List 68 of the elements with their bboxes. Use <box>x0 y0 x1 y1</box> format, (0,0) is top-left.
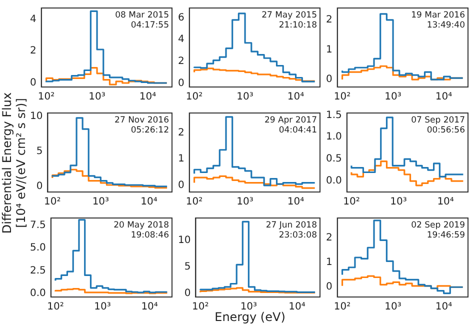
y-tick-label: 10 <box>178 234 191 246</box>
annotation: 08 Mar 2015 04:17:55 <box>115 10 169 30</box>
y-tick-label: 0 <box>326 282 332 293</box>
annotation: 27 Nov 2016 05:26:12 <box>114 115 169 136</box>
x-tick-label: 10⁴ <box>288 302 306 313</box>
y-tick-label: 1 <box>178 154 184 165</box>
x-tick-label: 10³ <box>384 92 402 103</box>
x-tick-label: 10² <box>186 196 203 208</box>
y-tick-label: 1.0 <box>326 132 342 143</box>
y-tick-label: 7.5 <box>30 220 46 231</box>
y-tick-label: 2 <box>326 232 332 244</box>
y-tick-label: 0 <box>184 288 191 299</box>
x-tick-label: 10² <box>186 92 203 103</box>
annotation: 02 Sep 2019 19:46:59 <box>411 220 465 240</box>
y-tick-label: 0.5 <box>326 154 342 165</box>
x-tick-label: 10⁴ <box>140 196 158 208</box>
x-tick-label: 10³ <box>240 302 258 313</box>
x-tick-label: 10⁴ <box>435 302 452 313</box>
y-tick-label: 2.5 <box>30 265 46 276</box>
x-tick-label: 10² <box>38 92 55 103</box>
y-tick-label: 5.0 <box>30 242 46 254</box>
annotation: 20 May 2018 19:08:46 <box>114 220 169 240</box>
x-tick-label: 10³ <box>390 196 407 208</box>
x-tick-label: 10² <box>44 196 61 208</box>
annotation: 29 Apr 2017 04:04:41 <box>264 115 317 136</box>
y-tick-label: 2 <box>178 127 184 138</box>
y-tick-label: 2 <box>30 46 36 57</box>
x-tick-label: 10² <box>343 196 360 208</box>
y-tick-label: 1.5 <box>326 110 342 121</box>
x-tick-label: 10² <box>192 302 209 313</box>
annotation: 27 Jun 2018 23:03:08 <box>266 220 317 240</box>
annotation: 19 Mar 2016 13:49:40 <box>411 10 465 30</box>
y-tick-label: 1 <box>326 44 332 56</box>
x-tick-label: 10² <box>334 302 351 313</box>
y-tick-label: 2 <box>326 14 332 26</box>
x-tick-label: 10⁴ <box>287 196 304 208</box>
y-tick-label: 5 <box>36 146 43 158</box>
y-tick-label: 2 <box>178 56 184 67</box>
x-tick-label: 10³ <box>94 302 111 313</box>
y-tick-label: 6 <box>178 12 184 24</box>
x-tick-label: 10² <box>47 302 64 313</box>
x-tick-label: 10⁴ <box>287 92 304 103</box>
x-tick-label: 10⁴ <box>141 302 158 313</box>
x-tick-label: 10³ <box>92 196 110 208</box>
x-tick-label: 10⁴ <box>139 92 156 103</box>
x-tick-label: 10³ <box>88 92 106 103</box>
y-tick-label: 4 <box>30 14 36 25</box>
x-tick-label: 10⁴ <box>437 196 454 208</box>
y-axis-title: Differential Energy Flux [10⁴ eV/(eV cm² s sr)] <box>0 92 28 234</box>
y-tick-label: 5 <box>184 261 191 272</box>
y-tick-label: 10 <box>30 111 43 122</box>
y-tick-label: 0.0 <box>30 288 46 299</box>
y-tick-label: 0.0 <box>326 176 342 187</box>
x-axis-title: Energy (eV) <box>214 310 286 324</box>
y-tick-label: 4 <box>178 34 184 46</box>
y-tick-label: 0 <box>36 181 43 192</box>
x-tick-label: 10³ <box>236 92 254 103</box>
x-tick-label: 10⁴ <box>435 92 452 103</box>
x-tick-label: 10³ <box>384 302 402 313</box>
annotation: 07 Sep 2017 00:56:56 <box>411 115 465 136</box>
y-tick-label: 0 <box>30 78 36 89</box>
x-tick-label: 10² <box>334 92 351 103</box>
y-tick-label: 1 <box>326 257 332 268</box>
x-tick-label: 10³ <box>236 196 254 208</box>
y-tick-label: 0 <box>178 78 184 89</box>
y-tick-label: 0 <box>326 74 332 86</box>
annotation: 27 May 2015 21:10:18 <box>262 10 317 30</box>
y-tick-label: 0 <box>178 180 184 192</box>
